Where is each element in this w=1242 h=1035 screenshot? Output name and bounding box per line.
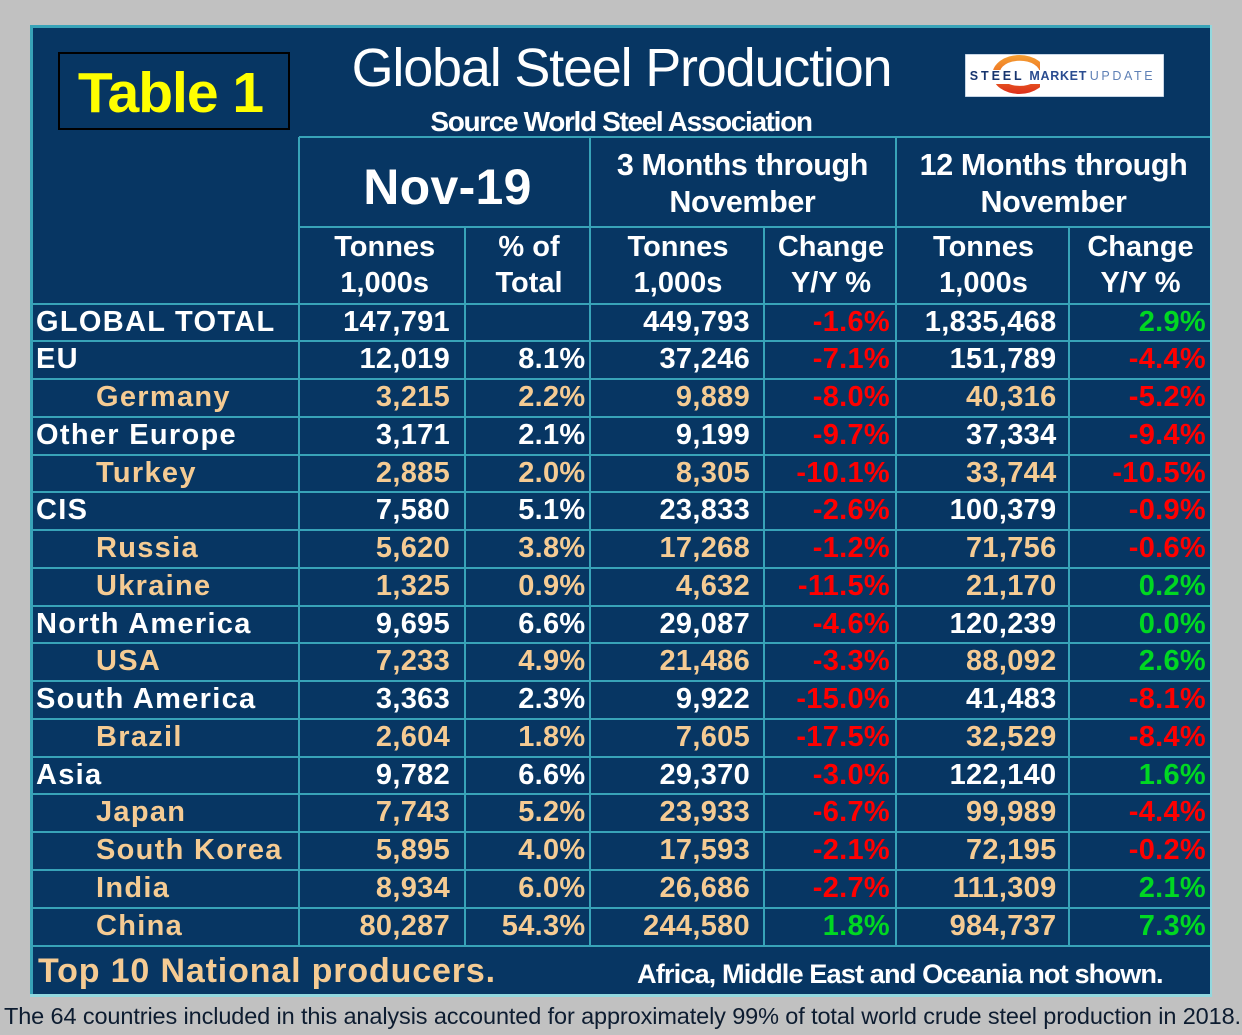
svg-text:MARKET: MARKET [1029, 69, 1087, 83]
svg-text:UPDATE: UPDATE [1090, 69, 1155, 83]
svg-text:STEEL: STEEL [970, 69, 1025, 83]
